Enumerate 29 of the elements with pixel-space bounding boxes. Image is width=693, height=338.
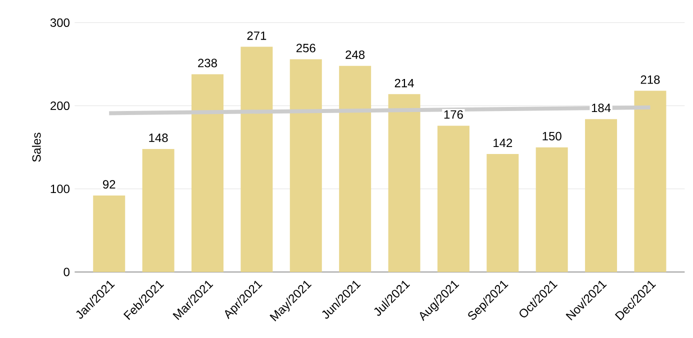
data-label: 184 — [592, 104, 611, 112]
data-label: 176 — [444, 110, 463, 119]
data-label: 150 — [542, 132, 562, 140]
bar — [388, 94, 420, 272]
bar — [437, 126, 470, 272]
bar — [93, 196, 126, 272]
bar — [142, 148, 174, 272]
data-label: 271 — [247, 31, 266, 40]
y-axis-title: Sales — [32, 132, 41, 162]
bar — [536, 147, 568, 272]
data-label: 214 — [394, 78, 414, 88]
bar — [486, 154, 519, 272]
data-label: 256 — [296, 44, 316, 52]
data-label: 238 — [198, 58, 217, 68]
data-label: 92 — [103, 180, 116, 189]
y-tick-label: 100 — [50, 184, 70, 194]
data-label: 218 — [640, 75, 660, 84]
bar — [339, 66, 372, 272]
bar — [240, 46, 273, 272]
bar — [290, 59, 322, 272]
bar — [191, 74, 224, 272]
bar — [585, 119, 618, 272]
data-label: 148 — [149, 134, 168, 142]
data-label: 248 — [346, 50, 365, 59]
y-tick-label: 0 — [64, 268, 70, 276]
y-tick-label: 200 — [50, 102, 70, 110]
data-label: 142 — [494, 138, 512, 148]
y-tick-label: 300 — [50, 18, 70, 27]
bar — [634, 90, 666, 272]
